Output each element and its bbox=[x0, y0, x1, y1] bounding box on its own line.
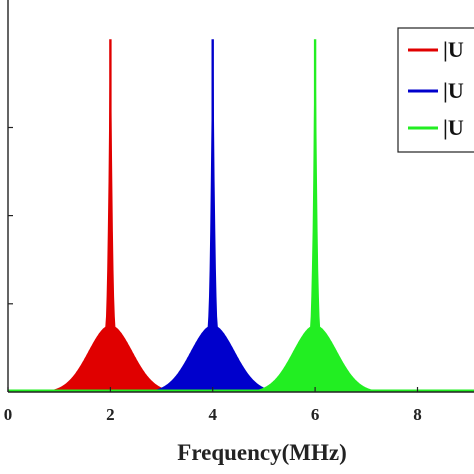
x-tick-label-0: 0 bbox=[4, 405, 13, 424]
series-layer bbox=[8, 39, 474, 393]
ticks-layer: 0 2 4 6 8 bbox=[4, 126, 422, 424]
series-2 bbox=[130, 39, 295, 393]
x-tick-label-6: 6 bbox=[311, 405, 320, 424]
series-3 bbox=[233, 39, 397, 393]
legend-entry-2: |U bbox=[443, 78, 464, 103]
x-tick-label-2: 2 bbox=[106, 405, 115, 424]
x-tick-label-8: 8 bbox=[413, 405, 422, 424]
x-tick-label-4: 4 bbox=[208, 405, 217, 424]
legend: |U |U |U bbox=[397, 27, 474, 153]
x-axis-label: Frequency(MHz) bbox=[177, 440, 346, 465]
series-1 bbox=[28, 39, 193, 393]
legend-entry-1: |U bbox=[443, 37, 464, 62]
legend-entry-3: |U bbox=[443, 115, 464, 140]
axes-layer bbox=[7, 0, 474, 393]
